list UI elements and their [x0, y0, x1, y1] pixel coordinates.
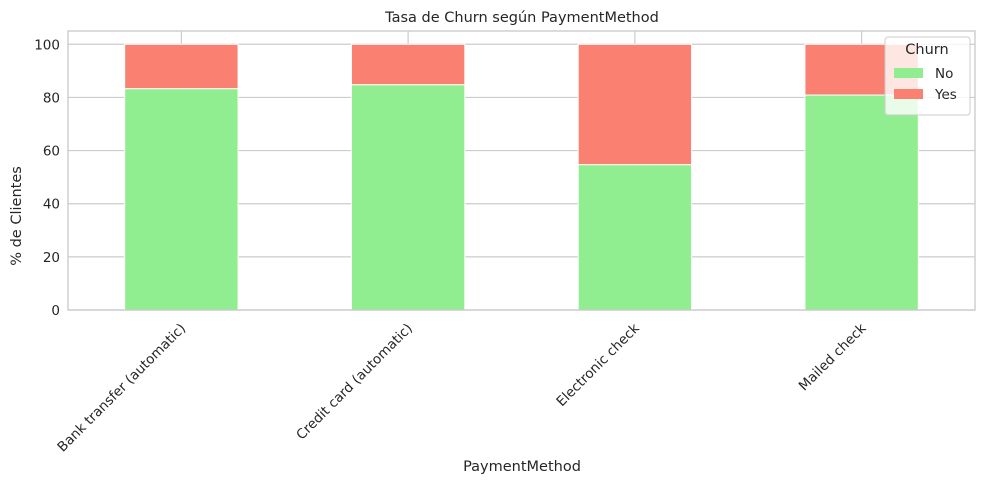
y-tick-label: 100: [34, 37, 60, 53]
x-tick-label: Electronic check: [553, 320, 642, 409]
bar-yes-0: [124, 43, 239, 90]
legend-swatch-yes: [894, 89, 923, 99]
y-tick-label: 40: [43, 197, 60, 213]
axes: [67, 30, 976, 311]
legend-title: Churn: [905, 42, 948, 58]
bar-no-1: [350, 84, 466, 311]
x-axis-label: PaymentMethod: [463, 459, 581, 475]
y-tick-label: 0: [51, 303, 60, 319]
bar-no-2: [577, 164, 693, 311]
y-tick-label: 60: [43, 144, 60, 160]
bar-no-0: [124, 88, 239, 311]
y-tick-labels: 0 20 40 60 80 100: [34, 37, 60, 319]
x-tick-label: Mailed check: [796, 320, 870, 394]
bar-no-3: [804, 94, 919, 311]
plot-frame: [67, 30, 976, 311]
legend-label-no: No: [935, 66, 953, 82]
x-tick-labels: Bank transfer (automatic) Credit card (au…: [54, 320, 869, 455]
y-tick-label: 20: [43, 250, 60, 266]
x-tick-label: Bank transfer (automatic): [54, 321, 189, 456]
bar-yes-2: [577, 43, 693, 166]
legend-label-yes: Yes: [934, 87, 957, 103]
bars: [124, 43, 919, 311]
y-axis-label: % de Clientes: [9, 166, 25, 266]
x-tick-label: Credit card (automatic): [293, 321, 416, 444]
chart-title: Tasa de Churn según PaymentMethod: [384, 10, 659, 26]
legend: Churn No Yes: [884, 36, 971, 116]
legend-swatch-no: [894, 68, 923, 78]
bar-yes-1: [350, 43, 466, 86]
y-tick-label: 80: [43, 90, 60, 106]
